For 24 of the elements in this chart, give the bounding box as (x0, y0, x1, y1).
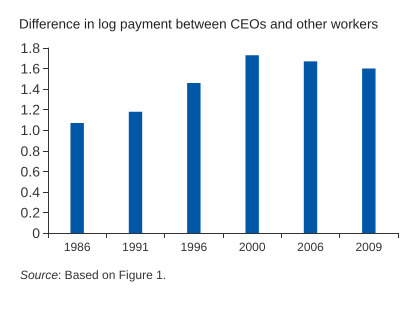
bar (187, 82, 201, 233)
y-tick-label: 0.8 (20, 142, 40, 159)
x-tick-label: 1986 (64, 240, 91, 254)
y-tick-label: 0.4 (20, 184, 40, 200)
y-tick-label: 1.6 (20, 60, 40, 77)
bar (128, 112, 142, 233)
x-tick-label: 2009 (355, 240, 383, 254)
bar (304, 61, 318, 233)
y-tick-label: 1.0 (20, 122, 40, 138)
y-tick-label: 1.4 (20, 81, 40, 98)
x-tick-label: 1991 (122, 240, 150, 254)
bar (245, 55, 259, 233)
source-note: Source: Based on Figure 1. (20, 268, 166, 282)
chart-title: Difference in log payment between CEOs and other workers (19, 16, 378, 32)
y-tick-label: 0.2 (20, 204, 40, 220)
x-tick-label: 2000 (238, 240, 266, 254)
y-tick-label: 0.6 (20, 163, 40, 180)
y-tick-label: 1.8 (20, 40, 40, 56)
y-tick-label: 1.2 (20, 102, 40, 118)
bar (70, 123, 84, 233)
x-tick-label: 1996 (180, 240, 208, 254)
bar (362, 68, 376, 233)
y-tick-label: 0 (32, 225, 40, 241)
x-tick-label: 2006 (297, 240, 324, 254)
